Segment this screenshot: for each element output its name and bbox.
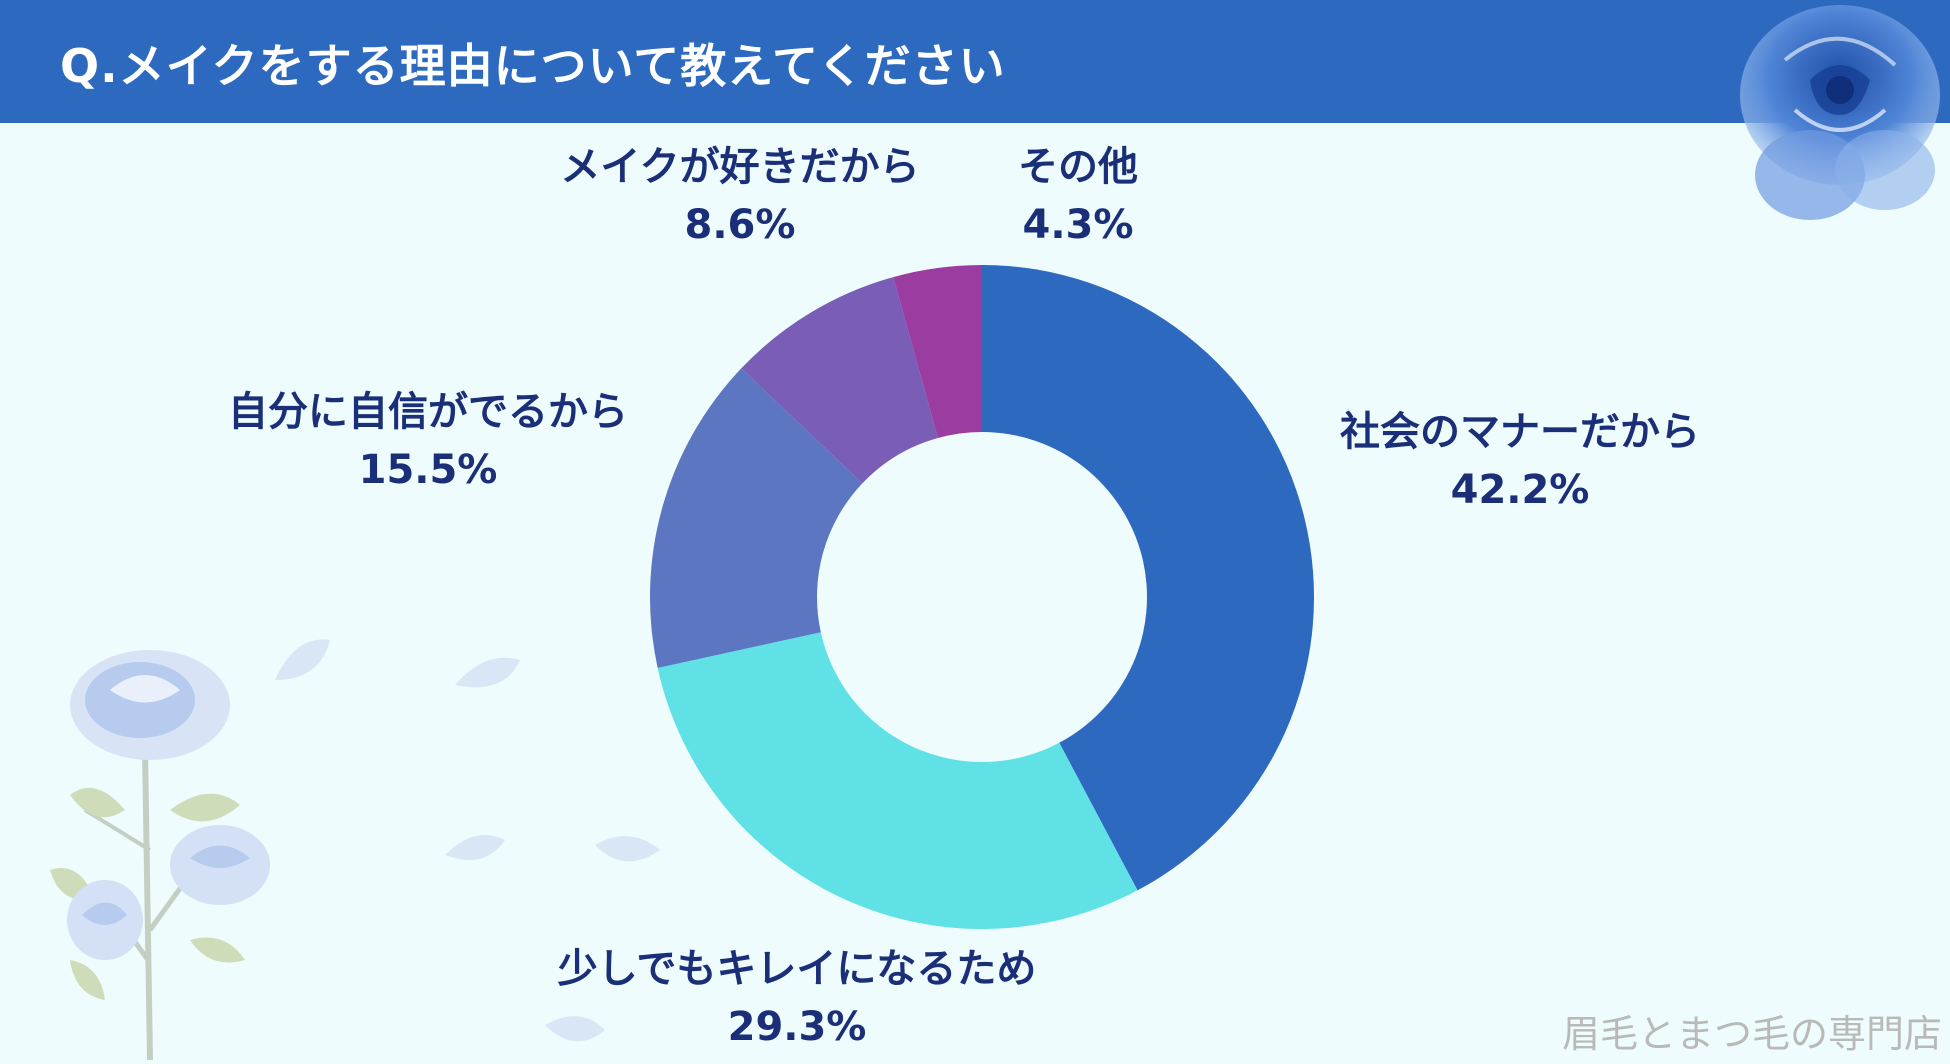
slice-label-like-makeup: メイクが好きだから 8.6% [560, 138, 919, 254]
slice-label-text: メイクが好きだから [560, 144, 920, 190]
header-bar: Q.メイクをする理由について教えてください [0, 0, 1950, 123]
slice-label-value: 42.2% [1450, 467, 1590, 513]
rose-decoration-icon [1740, 5, 1940, 220]
rose-plant-icon [50, 650, 270, 1061]
donut-slice-2 [649, 368, 863, 668]
petal-icon [445, 835, 505, 860]
slice-label-value: 8.6% [684, 202, 796, 248]
slice-label-text: 少しでもキレイになるため [557, 946, 1037, 992]
page-title: Q.メイクをする理由について教えてください [60, 39, 1006, 93]
slice-label-other: その他 4.3% [1018, 138, 1138, 254]
petal-icon [275, 639, 330, 680]
slice-label-beauty: 少しでもキレイになるため 29.3% [558, 940, 1037, 1056]
donut-slice-1 [657, 632, 1138, 929]
petal-icon [545, 1016, 605, 1042]
slice-label-text: 自分に自信がでるから [228, 389, 628, 435]
petal-icon [595, 836, 660, 862]
donut-slice-4 [893, 265, 982, 438]
slice-label-text: その他 [1018, 144, 1138, 190]
slice-label-confidence: 自分に自信がでるから 15.5% [228, 383, 628, 499]
slice-label-text: 社会のマナーだから [1340, 409, 1700, 455]
slice-label-value: 29.3% [727, 1004, 867, 1050]
slice-label-value: 15.5% [358, 447, 498, 493]
slice-label-manner: 社会のマナーだから 42.2% [1340, 403, 1700, 519]
donut-slice-3 [741, 277, 938, 484]
watermark: 眉毛とまつ毛の専門店 [1561, 1012, 1942, 1056]
petal-icon [455, 657, 520, 688]
slice-label-value: 4.3% [1022, 202, 1134, 248]
donut-slice-0 [982, 265, 1314, 891]
